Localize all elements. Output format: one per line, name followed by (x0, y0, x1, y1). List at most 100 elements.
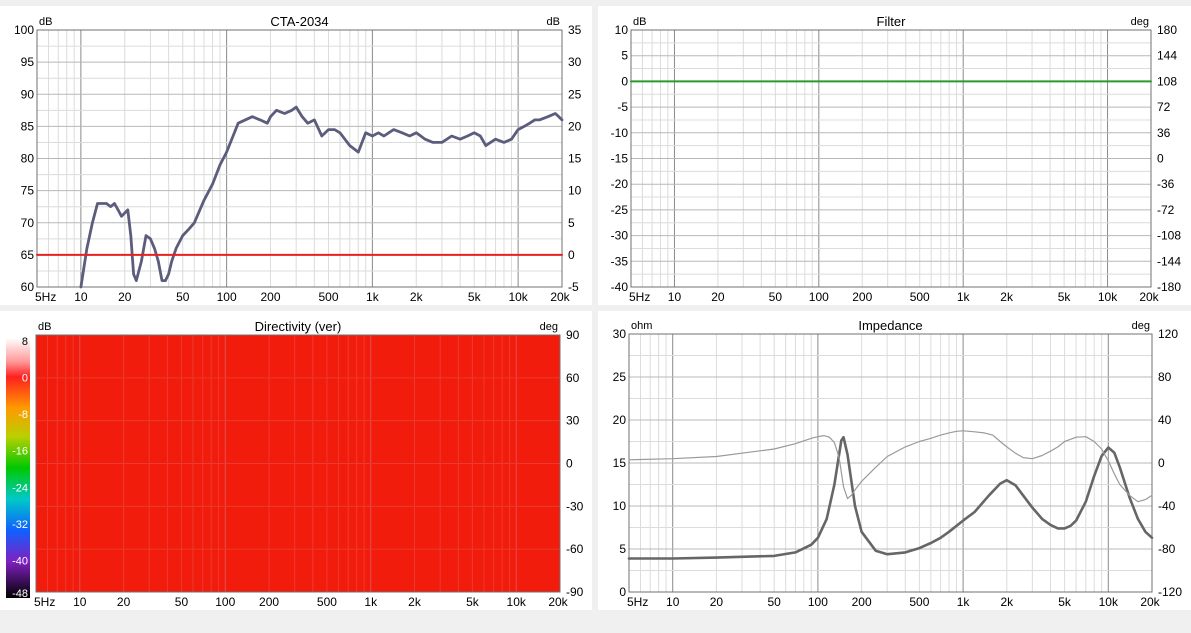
y-tick-label-30: 30 (613, 327, 627, 341)
y2-tick-label-36: 36 (1157, 126, 1171, 140)
colorbar-tick-label-32: -32 (12, 519, 28, 531)
colorbar-tick-label-40: -40 (12, 555, 28, 567)
x-tick-label-10: 10 (73, 595, 87, 609)
y-tick-label-20: -20 (611, 177, 629, 191)
y-tick-label-10: -10 (611, 126, 629, 140)
right-axis-unit: deg (1132, 320, 1150, 332)
cta-2034-panel[interactable]: 100 95 90 85 80 75 70 65 60 35 30 25 20 15 10 5 0 -5 5Hz 10… (0, 6, 592, 305)
filter-chart: 1050-5-10-15-20-25-30-35-401801441087236… (611, 14, 1182, 304)
chart-title: CTA-2034 (270, 14, 328, 29)
y2-tick-label-40: 40 (1158, 413, 1172, 427)
x-tick-label-20: 20 (117, 595, 131, 609)
y2-tick-label-0: 0 (1157, 152, 1164, 166)
x-tick-label-20k: 20k (1139, 290, 1159, 304)
y2-tick-label-108: -108 (1157, 229, 1181, 243)
x-tick-label-1k: 1k (366, 290, 380, 304)
y-tick-label-20: 20 (613, 413, 627, 427)
y2-tick-label-36: -36 (1157, 177, 1175, 191)
x-tick-label-5k: 5k (1058, 290, 1072, 304)
y2-tick-label-144: 144 (1157, 49, 1177, 63)
filter-panel[interactable]: 10 5 0 -5 -10 -15 -20 -25 -30 -35 -40 180 144 108 72 36… (598, 6, 1191, 305)
y-tick-label-0: 0 (621, 74, 628, 88)
y2-tick-label-5: -5 (568, 280, 579, 294)
colorbar-tick-label-0: 0 (22, 373, 28, 385)
x-tick-label-10: 10 (668, 290, 682, 304)
y2-tick-label-0: 0 (1158, 456, 1165, 470)
y-tick-label-5: 5 (619, 542, 626, 556)
y2-tick-label-108: 108 (1157, 74, 1177, 88)
right-axis-unit: dB (547, 16, 560, 28)
series-line-0 (79, 105, 564, 289)
y2-tick-label-80: -80 (1158, 542, 1176, 556)
x-tick-label-200: 200 (259, 595, 279, 609)
y2-tick-label-180: 180 (1157, 23, 1177, 37)
y2-tick-label-180: -180 (1157, 280, 1181, 294)
x-tick-label-10k: 10k (1098, 290, 1118, 304)
y2-tick-label-30: -30 (566, 499, 584, 513)
y2-tick-label-0: 0 (568, 248, 575, 262)
left-axis-unit: dB (39, 16, 52, 28)
y2-tick-label-90: -90 (566, 585, 584, 599)
series-line-1 (628, 430, 1153, 503)
plot-frame (630, 29, 1152, 288)
y2-tick-label-10: 10 (568, 184, 582, 198)
y2-tick-label-20: 20 (568, 119, 582, 133)
y-tick-label-70: 70 (21, 216, 35, 230)
y2-tick-label-120: 120 (1158, 327, 1178, 341)
x-tick-label-100: 100 (809, 290, 829, 304)
y-tick-label-60: 60 (21, 280, 35, 294)
x-tick-label-2k: 2k (1000, 290, 1014, 304)
x-tick-label-20: 20 (711, 290, 725, 304)
y-tick-label-15: -15 (611, 152, 629, 166)
x-tick-label-200: 200 (852, 595, 872, 609)
x-tick-label-5hz: 5Hz (629, 290, 650, 304)
colorbar (6, 338, 30, 598)
x-tick-label-500: 500 (909, 595, 929, 609)
plot-frame (35, 334, 561, 593)
y-tick-label-40: -40 (611, 280, 629, 294)
y2-tick-label-5: 5 (568, 216, 575, 230)
x-tick-label-50: 50 (768, 595, 782, 609)
y2-tick-label-80: 80 (1158, 370, 1172, 384)
colorbar-tick-label-24: -24 (12, 482, 28, 494)
directivity-chart: 8 0 -8 -16 -24 -32 -40 -48 90 60 30 0 -30 -60 -90 5Hz 10… (6, 319, 584, 609)
colorbar-tick-label-48: -48 (12, 588, 28, 600)
y-tick-label-15: 15 (613, 456, 627, 470)
directivity-panel[interactable]: 8 0 -8 -16 -24 -32 -40 -48 90 60 30 0 -30 -60 -90 5Hz 10… (0, 311, 592, 610)
y-tick-label-35: -35 (611, 254, 629, 268)
y-tick-label-5: 5 (621, 49, 628, 63)
y2-tick-label-72: 72 (1157, 100, 1171, 114)
x-tick-label-5k: 5k (468, 290, 482, 304)
y2-tick-label-40: -40 (1158, 499, 1176, 513)
x-tick-label-20: 20 (118, 290, 132, 304)
x-tick-label-20k: 20k (550, 290, 570, 304)
y-tick-label-90: 90 (21, 87, 35, 101)
colorbar-tick-label-8: 8 (22, 336, 28, 348)
right-axis-unit: deg (540, 321, 558, 333)
x-tick-label-5hz: 5Hz (627, 595, 648, 609)
x-tick-label-20: 20 (710, 595, 724, 609)
y2-tick-label-72: -72 (1157, 203, 1175, 217)
x-tick-label-1k: 1k (957, 595, 971, 609)
x-tick-label-50: 50 (176, 290, 190, 304)
y-tick-label-10: 10 (613, 499, 627, 513)
x-tick-label-2k: 2k (410, 290, 424, 304)
x-tick-label-500: 500 (318, 290, 338, 304)
y2-tick-label-120: -120 (1158, 585, 1182, 599)
chart-title: Directivity (ver) (255, 319, 342, 334)
left-axis-unit: ohm (631, 320, 652, 332)
x-tick-label-10k: 10k (508, 290, 528, 304)
x-tick-label-10k: 10k (1099, 595, 1119, 609)
plot-frame (36, 29, 563, 288)
x-tick-label-2k: 2k (1000, 595, 1014, 609)
x-tick-label-5hz: 5Hz (34, 595, 55, 609)
x-tick-label-200: 200 (852, 290, 872, 304)
x-tick-label-20k: 20k (1140, 595, 1160, 609)
y-tick-label-95: 95 (21, 55, 35, 69)
y-tick-label-25: 25 (613, 370, 627, 384)
impedance-panel[interactable]: 30 25 20 15 10 5 0 120 80 40 0 -40 -80 -120 5Hz 10 20 50 1… (598, 311, 1191, 610)
y2-tick-label-25: 25 (568, 87, 582, 101)
x-tick-label-10: 10 (666, 595, 680, 609)
